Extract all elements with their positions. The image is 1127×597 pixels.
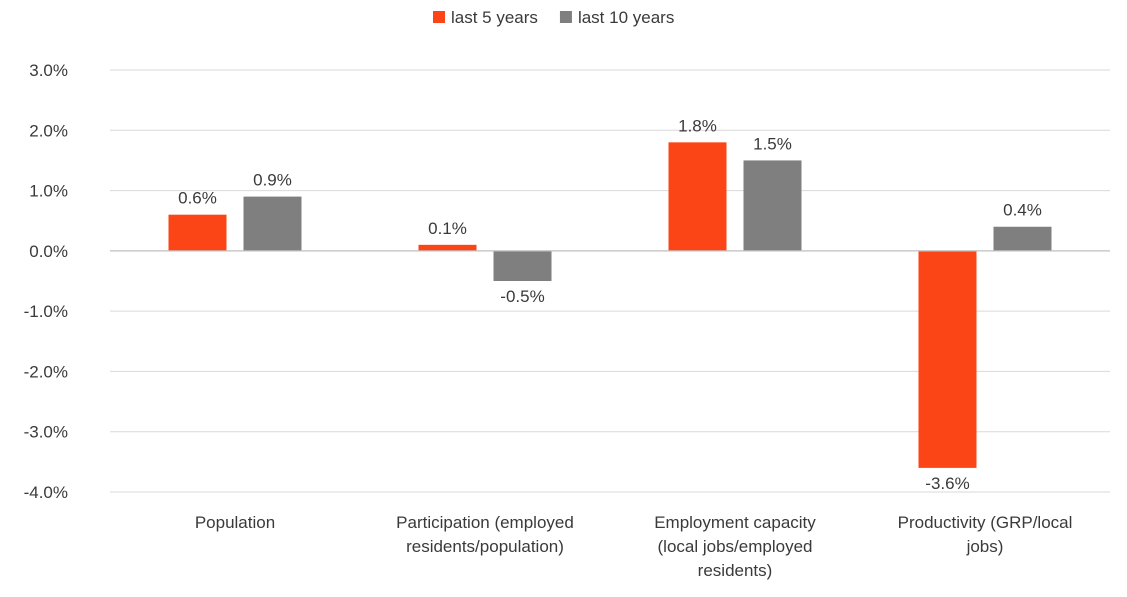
y-tick-label: 3.0% bbox=[29, 61, 68, 80]
bar bbox=[493, 250, 552, 281]
bar bbox=[168, 214, 227, 251]
y-tick-label: -2.0% bbox=[24, 362, 68, 381]
bar bbox=[743, 160, 802, 251]
data-labels: 0.6% 0.9% 0.1% -0.5% 1.8% 1.5% -3.6% 0.4% bbox=[178, 116, 1042, 493]
y-tick-label: -3.0% bbox=[24, 423, 68, 442]
category-labels: Population Participation (employed residen… bbox=[195, 513, 1073, 580]
legend-label: last 10 years bbox=[578, 8, 674, 27]
bar bbox=[243, 196, 302, 251]
category-label: (local jobs/employed bbox=[658, 537, 813, 556]
category-label: Employment capacity bbox=[654, 513, 816, 532]
legend-swatch bbox=[433, 11, 445, 23]
data-label: 0.6% bbox=[178, 189, 217, 208]
bar bbox=[993, 226, 1052, 251]
category-label: residents) bbox=[698, 561, 773, 580]
legend-swatch bbox=[559, 11, 572, 23]
gridlines bbox=[110, 69, 1110, 493]
bar bbox=[418, 244, 477, 251]
data-label: 1.8% bbox=[678, 116, 717, 135]
category-label: jobs) bbox=[966, 537, 1004, 556]
category-label: Productivity (GRP/local bbox=[898, 513, 1073, 532]
y-tick-label: 2.0% bbox=[29, 121, 68, 140]
data-label: 0.9% bbox=[253, 171, 292, 190]
data-label: 0.4% bbox=[1003, 201, 1042, 220]
category-label: residents/population) bbox=[406, 537, 564, 556]
legend-label: last 5 years bbox=[451, 8, 538, 27]
data-label: -3.6% bbox=[925, 474, 969, 493]
data-label: 0.1% bbox=[428, 219, 467, 238]
data-label: 1.5% bbox=[753, 134, 792, 153]
y-tick-label: 1.0% bbox=[29, 182, 68, 201]
y-axis-ticks: 3.0% 2.0% 1.0% 0.0% -1.0% -2.0% -3.0% -4.0% bbox=[24, 61, 68, 502]
y-tick-label: -4.0% bbox=[24, 483, 68, 502]
category-label: Population bbox=[195, 513, 275, 532]
legend: last 5 years last 10 years bbox=[433, 8, 674, 27]
y-tick-label: 0.0% bbox=[29, 242, 68, 261]
data-label: -0.5% bbox=[500, 287, 544, 306]
bar bbox=[668, 142, 727, 251]
bars bbox=[168, 142, 1052, 468]
bar bbox=[918, 250, 977, 468]
category-label: Participation (employed bbox=[396, 513, 574, 532]
y-tick-label: -1.0% bbox=[24, 302, 68, 321]
